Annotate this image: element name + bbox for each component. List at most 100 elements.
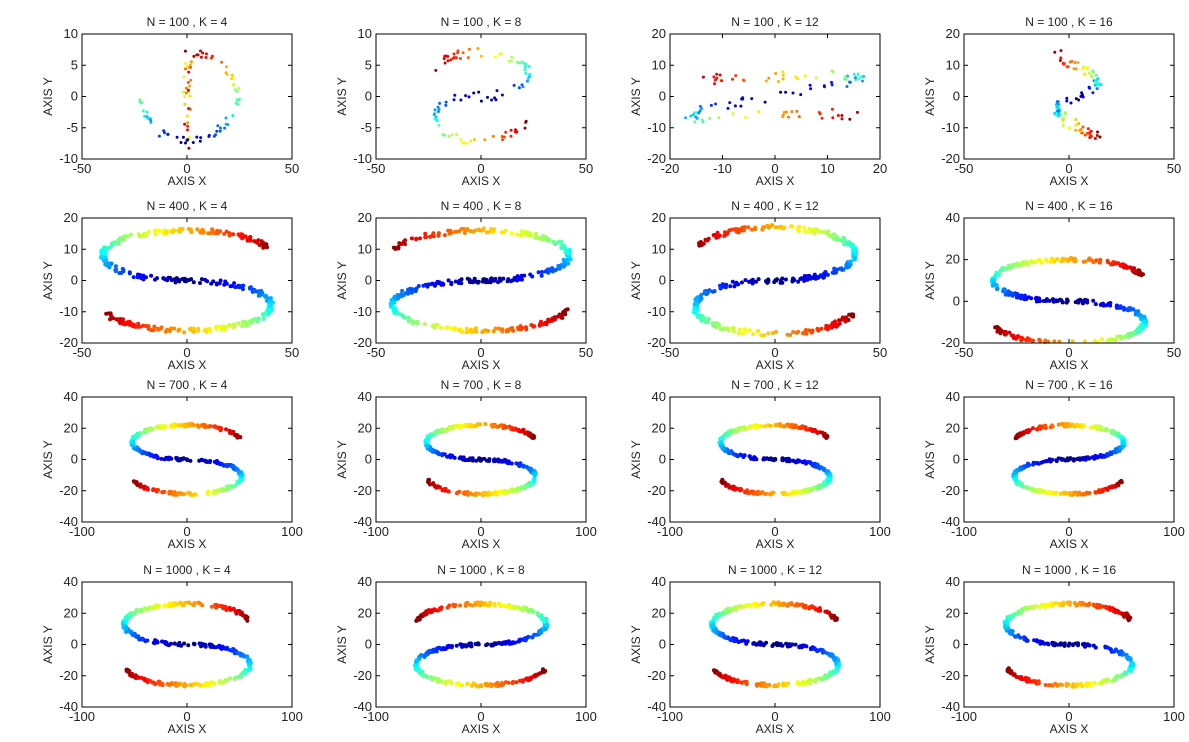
data-point [148,426,153,431]
data-point [544,235,548,240]
data-point [780,643,785,648]
panel-title: N = 700 , K = 16 [1025,378,1113,392]
data-point [1087,456,1092,461]
data-point [177,279,182,284]
data-point [199,277,204,282]
data-point [1118,479,1123,484]
data-point [1061,124,1065,127]
data-point [511,641,516,646]
data-point [1047,298,1052,303]
data-point [816,676,821,681]
data-point [1088,133,1092,137]
x-axis-label: AXIS X [462,174,501,188]
data-point [791,278,796,283]
y-tick-label: -10 [647,304,666,319]
data-point [492,457,497,462]
data-point [240,232,244,237]
data-point [777,603,782,608]
data-point [216,124,220,128]
data-point [742,79,746,83]
data-point [486,329,491,333]
x-axis-label: AXIS X [1050,537,1089,551]
data-point [434,68,438,72]
data-point [449,58,453,62]
data-point [1087,71,1091,75]
data-point [512,427,516,432]
data-point [739,104,743,108]
data-point [236,232,241,237]
data-point [425,439,430,444]
data-point [781,73,785,77]
data-point [187,278,192,282]
data-point [509,59,513,63]
y-tick-label: 10 [946,57,960,72]
data-point [1099,83,1103,86]
data-point [764,491,769,496]
data-point [109,243,114,248]
data-point [184,141,187,145]
panel-title: N = 1000 , K = 4 [143,563,231,577]
data-point [428,433,432,438]
data-point [715,321,720,326]
data-point [822,275,826,280]
data-point [486,492,491,497]
data-point [778,280,783,285]
x-tick-label: 0 [771,524,778,539]
data-point [514,128,517,132]
data-point [162,129,166,133]
x-tick-label: 0 [477,345,484,360]
data-point [172,424,177,428]
data-point [522,431,527,435]
data-point [224,281,229,286]
data-point [1061,119,1065,123]
y-tick-label: 10 [358,26,372,41]
data-point [499,423,504,428]
data-point [723,230,727,235]
data-point [1081,125,1085,129]
data-point [846,318,851,322]
data-point [447,603,452,608]
data-point [1101,454,1106,459]
data-point [1086,257,1091,262]
data-point [731,112,735,115]
data-point [537,323,542,328]
data-point [754,682,759,687]
data-point [830,80,833,84]
data-point [447,425,452,430]
data-point [705,238,710,243]
data-point [807,606,812,611]
data-point [417,669,422,674]
data-point [267,304,272,309]
data-point [127,270,132,275]
data-point [509,279,513,284]
data-point [187,70,191,74]
data-point [188,107,192,111]
data-point [442,57,446,61]
data-point [799,93,803,97]
data-point [815,430,820,435]
data-point [181,135,185,139]
data-point [759,333,764,338]
data-point [138,100,142,104]
data-point [497,640,502,645]
data-point [1077,456,1082,461]
y-tick-label: -5 [66,120,78,135]
data-point [1044,299,1049,303]
data-point [1058,59,1062,62]
data-point [809,87,813,91]
x-tick-label: -100 [363,524,389,539]
data-point [440,429,444,434]
data-point [414,660,418,664]
data-point [691,113,695,117]
data-point [211,491,216,496]
panel-title: N = 400 , K = 4 [147,199,228,213]
x-tick-label: -50 [367,345,386,360]
data-point [444,100,448,104]
x-tick-label: 0 [771,161,778,176]
data-point [1065,298,1070,303]
data-point [1093,302,1098,307]
data-point [142,450,147,455]
data-point [1061,258,1066,263]
data-point [1120,335,1125,340]
data-point [810,605,815,610]
